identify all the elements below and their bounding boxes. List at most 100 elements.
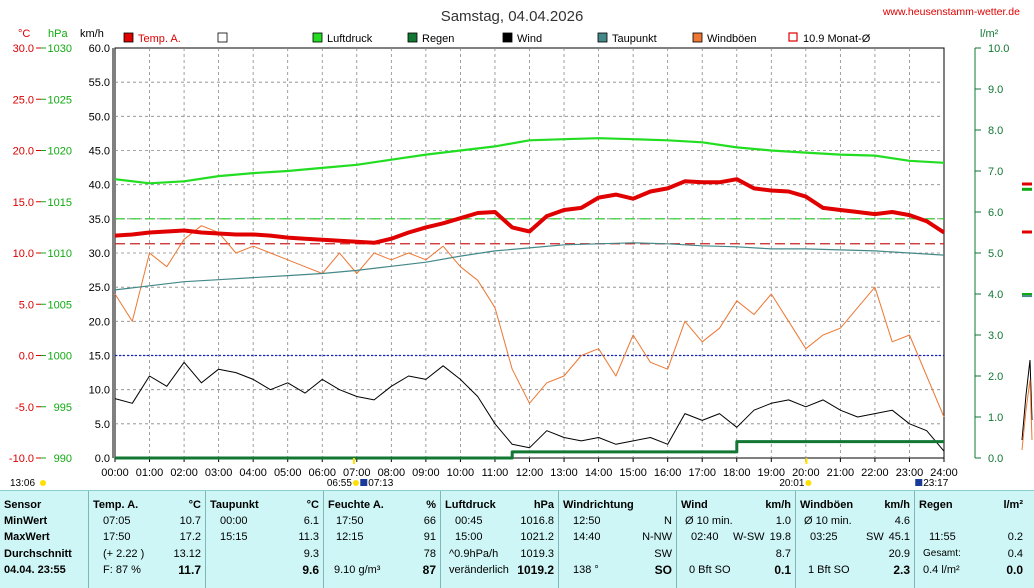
wind-max-time: 02:40 — [691, 531, 719, 543]
winddir-title: Windrichtung — [563, 499, 634, 511]
y-tick-kmh: 20.0 — [89, 316, 110, 328]
legend-swatch — [597, 32, 608, 43]
dew-current-value: 9.6 — [302, 563, 319, 577]
legend-label: Luftdruck — [327, 33, 373, 45]
wind-current-value: 0.1 — [774, 563, 791, 577]
sensor-min: MinWert — [4, 515, 48, 527]
temp-humidity: F: 87 % — [103, 564, 141, 576]
hum-unit: % — [426, 499, 436, 511]
moonset-icon — [915, 479, 923, 486]
sensor-date: 04.04. 23:55 — [4, 564, 66, 576]
press-avg-value: 1019.3 — [520, 548, 554, 560]
series-taupunkt — [114, 242, 945, 291]
press-min-time: 00:45 — [455, 515, 483, 527]
temp-max-time: 17:50 — [103, 531, 131, 543]
col-temp: Temp. A. °C 07:05 10.7 17:50 17.2 (+ 2.22 )… — [89, 491, 206, 588]
legend-label: 10.9 Monat-Ø — [803, 33, 871, 45]
y-tick-rain: 1.0 — [988, 412, 1003, 424]
press-title: Luftdruck — [445, 499, 496, 511]
temp-min-value: 10.7 — [179, 515, 201, 527]
legend-label: Regen — [422, 33, 454, 45]
legend-swatch — [502, 32, 513, 43]
y-tick-rain: 8.0 — [988, 125, 1003, 137]
dew-unit: °C — [306, 499, 319, 511]
col-humidity: Feuchte A.% 17:50 66 12:15 91 78 9.10 g/m³… — [324, 491, 441, 588]
x-tick: 21:00 — [827, 467, 855, 479]
y-tick-kmh: 0.0 — [95, 453, 110, 465]
x-tick: 09:00 — [412, 467, 440, 479]
y-tick-rain: 5.0 — [988, 248, 1003, 260]
moonrise-time: 07:13 — [368, 478, 393, 489]
wind-unit: km/h — [765, 499, 791, 511]
hum-title: Feuchte A. — [328, 499, 384, 511]
winddir-max-time: 14:40 — [573, 531, 601, 543]
events-layer: 13:06 06:55 07:13 20:01 23:17 — [10, 458, 949, 489]
y-tick-rain: 3.0 — [988, 330, 1003, 342]
rain-max-value: 0.2 — [1007, 531, 1023, 543]
col-dewpoint: Taupunkt °C 00:00 6.1 15:15 11.3 9.3 9.6 — [206, 491, 324, 588]
gust-avg-value: 20.9 — [888, 548, 910, 560]
gust-min-value: 4.6 — [894, 515, 910, 527]
series-windben — [114, 225, 945, 418]
y-tick-kmh: 30.0 — [89, 248, 110, 260]
unit-kmh: km/h — [80, 28, 104, 40]
rain-title: Regen — [919, 499, 953, 511]
col-sensor: Sensor MinWert MaxWert Durchschnitt 04.0… — [0, 491, 89, 588]
wind-title: Wind — [681, 499, 708, 511]
y-tick-kmh: 5.0 — [95, 419, 110, 431]
col-pressure: Luftdruck hPa 00:45 1016.8 15:00 1021.2 ^0.… — [441, 491, 559, 588]
legend-swatch — [692, 32, 703, 43]
col-rain: Regen l/m² 11:55 0.2 Gesamt: 0.4 0.4 l/m² 0.… — [915, 491, 1027, 588]
chart-title: Samstag, 04.04.2026 — [441, 8, 584, 25]
y-tick-kmh: 45.0 — [89, 146, 110, 158]
hum-max-value: 91 — [423, 531, 436, 543]
col-gust: Windböen km/h Ø 10 min. 4.6 03:25 SW 45.1 20… — [796, 491, 915, 588]
site-url[interactable]: www.heusenstamm-wetter.de — [882, 6, 1020, 18]
y-tick-kmh: 55.0 — [89, 77, 110, 89]
wind-min-label: Ø 10 min. — [685, 515, 733, 527]
press-forecast: veränderlich — [449, 564, 509, 576]
wind-min-value: 1.0 — [775, 515, 791, 527]
legend-item: 10.9 Monat-Ø — [788, 32, 871, 45]
marker-wind-trace — [1021, 359, 1033, 441]
dew-min-value: 6.1 — [303, 515, 319, 527]
x-tick: 00:00 — [101, 467, 129, 479]
sunrise-time: 06:55 — [327, 478, 352, 489]
x-tick: 11:00 — [482, 467, 509, 479]
legend-label: Windböen — [707, 33, 757, 45]
x-tick: 12:00 — [516, 467, 544, 479]
x-tick: 20:00 — [792, 467, 820, 479]
dew-title: Taupunkt — [210, 499, 259, 511]
sensor-title: Sensor — [4, 499, 42, 511]
wind-max-value: 19.8 — [769, 531, 791, 543]
x-tick: 05:00 — [274, 467, 302, 479]
col-wind: Wind km/h Ø 10 min. 1.0 02:40 W-SW 19.8 8.7 … — [677, 491, 796, 588]
series-wind — [114, 361, 945, 452]
legend-swatch — [123, 32, 134, 43]
right-markers — [1021, 182, 1033, 451]
y-tick-kmh: 35.0 — [89, 214, 110, 226]
x-tick: 15:00 — [619, 467, 647, 479]
hum-min-value: 66 — [423, 515, 436, 527]
series-luftdruck — [114, 137, 945, 185]
temp-min-time: 07:05 — [103, 515, 131, 527]
y-tick-celsius: 25.0 — [13, 94, 34, 106]
x-tick: 10:00 — [447, 467, 475, 479]
y-tick-hpa: 1020 — [48, 146, 72, 158]
gust-max-value: 45.1 — [888, 531, 910, 543]
dew-avg-value: 9.3 — [303, 548, 319, 560]
x-tick: 17:00 — [688, 467, 716, 479]
sensor-avg: Durchschnitt — [4, 548, 72, 560]
press-max-value: 1021.2 — [520, 531, 554, 543]
x-tick: 03:00 — [205, 467, 233, 479]
y-tick-rain: 2.0 — [988, 371, 1003, 383]
rain-total-value: 0.4 — [1007, 548, 1023, 560]
temp-title: Temp. A. — [93, 499, 139, 511]
legend-item — [217, 32, 228, 43]
legend-item: Regen — [407, 32, 454, 45]
winddir-avg-value: SW — [654, 548, 672, 560]
legend-swatch — [407, 32, 418, 43]
marker-temp — [1022, 230, 1032, 234]
y-tick-hpa: 995 — [54, 402, 72, 414]
y-tick-kmh: 40.0 — [89, 180, 110, 192]
